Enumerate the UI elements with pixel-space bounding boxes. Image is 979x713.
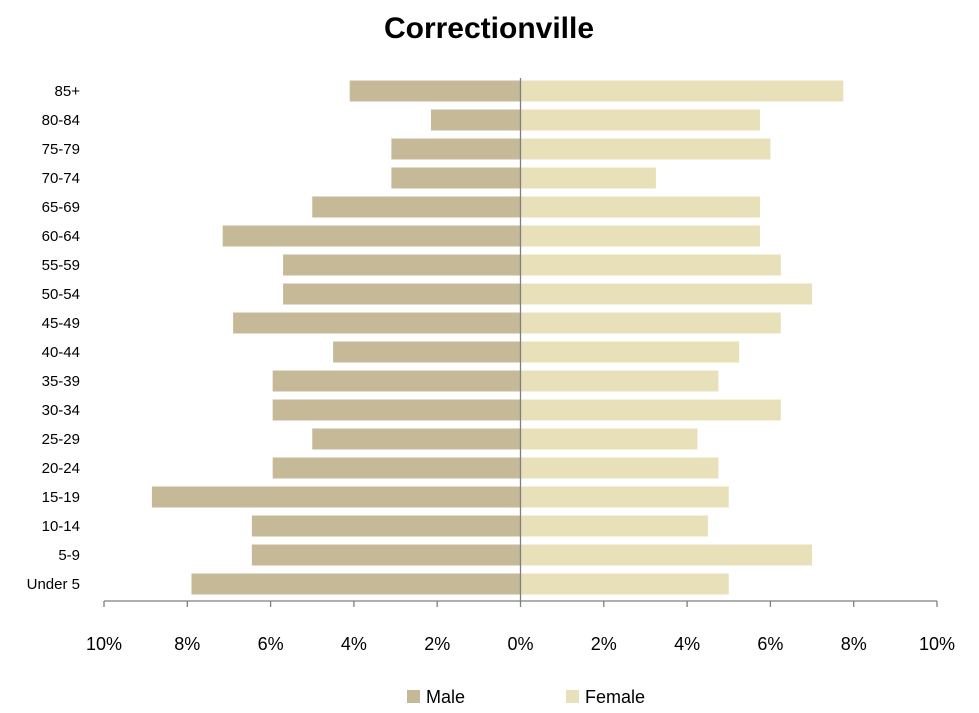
category-label: 30-34 [42,402,80,419]
bar-male-25-29 [312,428,521,450]
bar-female-35-39 [520,370,719,392]
bar-male-under-5 [191,573,521,595]
bars-group [151,78,844,601]
bar-male-35-39 [272,370,521,392]
x-tick-label: 8% [841,634,867,654]
legend-label-female: Female [585,687,645,707]
category-labels: Under 5 5-9 10-14 15-19 20-24 25-29 30-34 35-39… [27,83,81,593]
bar-male-45-49 [233,312,521,334]
bar-male-30-34 [272,399,521,421]
bar-female-65-69 [520,196,760,218]
bar-male-80-84 [430,109,521,131]
x-tick-label: 0% [507,634,533,654]
x-axis: 10% 8% 6% 4% 2% 0% 2% 4% 6% 8% 10% [86,600,955,654]
x-tick-label: 6% [258,634,284,654]
bar-male-60-64 [222,225,521,247]
x-tick-label: 2% [591,634,617,654]
category-label: 35-39 [42,373,80,390]
bar-female-15-19 [520,486,729,508]
category-label: 75-79 [42,141,80,158]
bar-female-20-24 [520,457,719,479]
legend: Male Female [407,687,645,707]
legend-swatch-female [566,690,579,703]
bar-male-10-14 [251,515,521,537]
category-label: 15-19 [42,489,80,506]
x-tick-label: 6% [757,634,783,654]
category-label: 80-84 [42,112,80,129]
bar-male-15-19 [151,486,521,508]
category-label: 85+ [55,83,81,100]
bar-female-30-34 [520,399,781,421]
bar-male-65-69 [312,196,521,218]
bar-female-80-84 [520,109,760,131]
category-label: 10-14 [42,518,80,535]
bar-female-40-44 [520,341,740,363]
category-label: 65-69 [42,199,80,216]
bar-female-70-74 [520,167,656,189]
category-label: Under 5 [27,576,80,593]
legend-label-male: Male [426,687,465,707]
bar-female-45-49 [520,312,781,334]
bar-male-50-54 [283,283,521,305]
x-tick-label: 4% [674,634,700,654]
x-tick-label: 4% [341,634,367,654]
category-label: 70-74 [42,170,80,187]
bar-female-5-9 [520,544,813,566]
category-label: 45-49 [42,315,80,332]
bar-male-5-9 [251,544,521,566]
bar-male-40-44 [333,341,521,363]
bar-female-75-79 [520,138,771,160]
bar-female-85+ [520,80,844,102]
bar-female-60-64 [520,225,760,247]
category-label: 50-54 [42,286,80,303]
bar-female-10-14 [520,515,708,537]
category-label: 5-9 [58,547,80,564]
bar-male-55-59 [283,254,521,276]
bar-female-under-5 [520,573,729,595]
category-label: 40-44 [42,344,80,361]
category-label: 25-29 [42,431,80,448]
category-label: 20-24 [42,460,80,477]
x-tick-label: 2% [424,634,450,654]
x-tick-label: 10% [919,634,955,654]
x-tick-label: 10% [86,634,122,654]
category-label: 60-64 [42,228,80,245]
bar-female-50-54 [520,283,813,305]
bar-male-75-79 [391,138,521,160]
bar-male-70-74 [391,167,521,189]
bar-female-25-29 [520,428,698,450]
chart-title: Correctionville [384,12,594,45]
legend-swatch-male [407,690,420,703]
category-label: 55-59 [42,257,80,274]
bar-male-20-24 [272,457,521,479]
bar-male-85+ [349,80,521,102]
x-tick-label: 8% [174,634,200,654]
bar-female-55-59 [520,254,781,276]
